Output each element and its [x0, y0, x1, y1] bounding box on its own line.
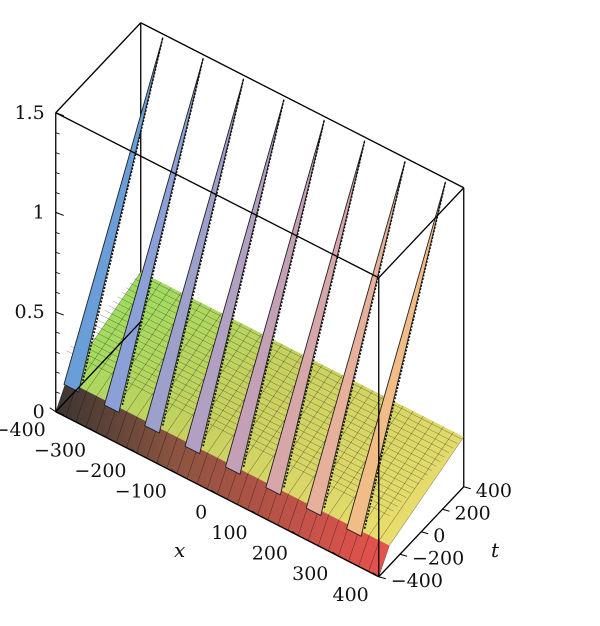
- peak-face: [224, 119, 325, 475]
- z-minor-tick: [55, 271, 60, 275]
- peak-ridge: [63, 37, 164, 393]
- t-tick-label: 0: [433, 525, 445, 547]
- z-minor-tick: [55, 172, 60, 175]
- t-tick-label: 200: [455, 502, 491, 524]
- box-edge-front: [55, 112, 380, 279]
- z-minor-tick: [55, 371, 60, 374]
- z-tick-label: 0.5: [15, 301, 45, 323]
- z-minor-tick: [55, 212, 60, 215]
- x-tick-mark: [49, 407, 57, 413]
- surface-gridline: [126, 307, 212, 448]
- t-tick-mark: [399, 553, 408, 557]
- x-tick-label: 300: [292, 563, 328, 585]
- peak-ridge: [224, 119, 326, 475]
- t-tick-mark: [421, 531, 429, 535]
- x-tick-mark: [291, 531, 299, 536]
- peak-face: [184, 99, 285, 455]
- box-edge-back: [55, 22, 142, 114]
- z-minor-tick: [55, 331, 60, 334]
- surface-gridline: [138, 273, 462, 440]
- x-tick-mark: [170, 469, 178, 475]
- z-minor-tick: [55, 251, 60, 255]
- t-tick-label: −400: [391, 570, 443, 592]
- x-tick-label: −200: [74, 460, 126, 482]
- peak-face: [346, 181, 446, 537]
- t-tick-mark: [442, 508, 450, 512]
- surface-gridline: [358, 426, 444, 567]
- peak-face: [305, 161, 406, 517]
- x-tick-mark: [210, 489, 218, 495]
- surface-gridline: [328, 410, 414, 552]
- box-edge-front: [378, 187, 465, 279]
- t-tick-label: 400: [476, 480, 512, 502]
- z-minor-tick: [55, 391, 60, 394]
- surface-gridline: [247, 369, 333, 510]
- z-tick-label: 1: [33, 201, 45, 223]
- x-tick-mark: [332, 551, 339, 557]
- peak-ridge: [265, 140, 366, 496]
- z-tick-label: 1.5: [15, 102, 45, 124]
- peak-ridge: [184, 99, 285, 455]
- tick-labels: −400−300−200−10001002003004004002000−200…: [0, 102, 512, 606]
- z-tick-mark: [55, 112, 64, 117]
- x-tick-mark: [89, 427, 97, 433]
- box-edge-back: [140, 22, 465, 189]
- z-minor-tick: [55, 351, 60, 354]
- peak-face: [63, 37, 164, 393]
- x-tick-mark: [372, 572, 380, 578]
- z-tick-label: 0: [33, 401, 45, 423]
- peak-face: [265, 140, 366, 496]
- t-tick-mark: [378, 576, 386, 580]
- t-tick-mark: [463, 486, 471, 490]
- peak-ridge: [103, 57, 205, 414]
- peak-ridge: [144, 78, 245, 434]
- z-minor-tick: [55, 311, 60, 314]
- peak-face: [144, 78, 245, 434]
- peak-face: [103, 57, 204, 414]
- z-minor-tick: [55, 152, 60, 155]
- surface-gridline: [378, 436, 464, 577]
- z-minor-tick: [55, 291, 60, 295]
- x-tick-label: 400: [332, 584, 368, 606]
- x-tick-label: 200: [252, 543, 288, 565]
- surface-gridline: [287, 390, 374, 531]
- x-tick-mark: [251, 510, 258, 516]
- peaks-layer: [63, 37, 447, 537]
- x-tick-label: −100: [115, 481, 167, 503]
- surface-layer: [55, 271, 464, 577]
- z-tick-mark: [55, 411, 64, 416]
- surface-gridline: [85, 287, 172, 428]
- z-minor-tick: [55, 192, 60, 195]
- surface-gridline: [117, 296, 441, 462]
- t-axis-label: t: [491, 538, 500, 562]
- peak-ridge: [305, 160, 406, 517]
- box-edge-front: [55, 321, 142, 413]
- x-axis-label: x: [174, 538, 185, 562]
- x-tick-label: −400: [0, 419, 46, 441]
- x-tick-mark: [130, 448, 137, 454]
- t-tick-label: −200: [412, 547, 464, 569]
- z-minor-tick: [55, 132, 60, 135]
- surface-gridline: [166, 328, 252, 469]
- x-tick-label: 100: [211, 522, 247, 544]
- x-tick-label: 0: [195, 501, 207, 523]
- x-tick-label: −300: [34, 439, 86, 461]
- z-minor-tick: [55, 231, 60, 235]
- surface-gridline: [206, 349, 293, 490]
- peak-ridge: [346, 181, 447, 537]
